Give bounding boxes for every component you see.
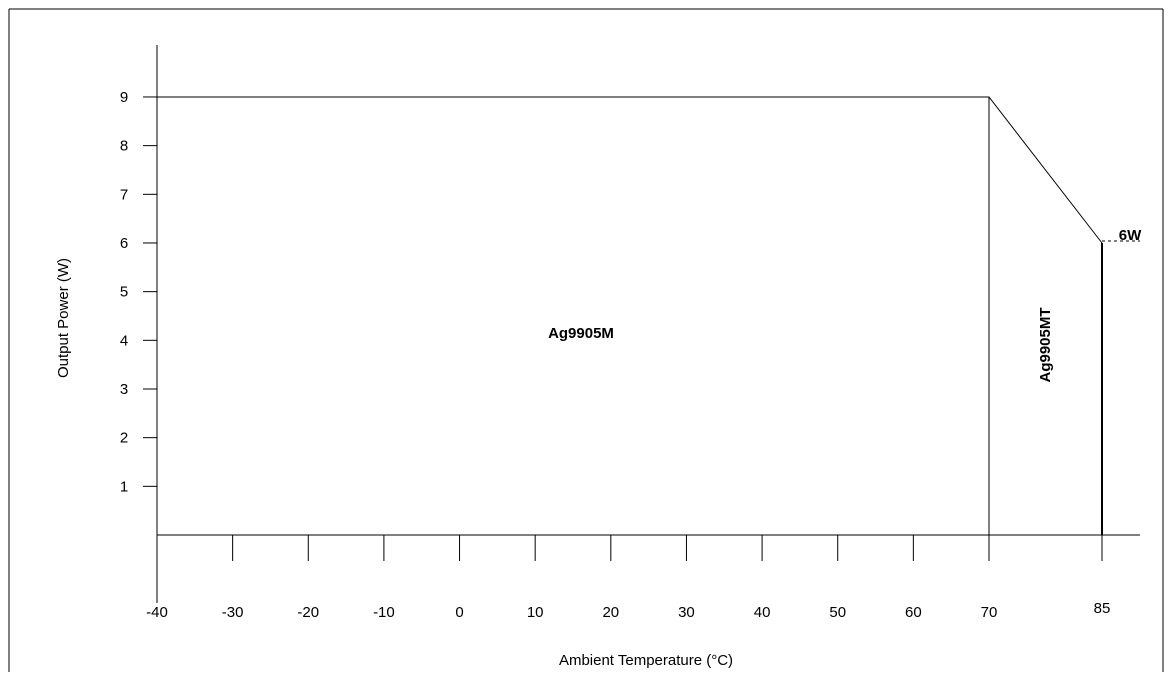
x-tick-label: -20 — [297, 604, 319, 621]
annotation-ag9905mt: Ag9905MT — [1037, 307, 1054, 382]
x-tick-label: 0 — [455, 604, 463, 621]
y-axis-title: Output Power (W) — [55, 258, 72, 378]
plot-marks — [157, 96, 1140, 535]
y-tick-label: 4 — [120, 332, 128, 349]
x-tick-label: 70 — [981, 604, 998, 621]
x-tick-label: 60 — [905, 604, 922, 621]
x-tick-label: 20 — [602, 604, 619, 621]
y-tick-label: 2 — [120, 430, 128, 447]
y-tick-label: 1 — [120, 478, 128, 495]
y-tick-label: 9 — [120, 89, 128, 106]
y-tick-label: 3 — [120, 381, 128, 398]
y-tick-label: 8 — [120, 138, 128, 155]
axes: 1 2 3 4 5 6 7 8 9 -40 -30 -20 -10 0 10 20 30 40 50 60 70 85 — [120, 45, 1140, 621]
x-tick-label: -10 — [373, 604, 395, 621]
x-tick-label: -40 — [146, 604, 168, 621]
y-tick-label: 6 — [120, 235, 128, 252]
x-tick-label: 85 — [1094, 600, 1111, 617]
y-tick-label: 7 — [120, 186, 128, 203]
annotation-ag9905m: Ag9905M — [548, 325, 614, 342]
x-tick-label: 50 — [829, 604, 846, 621]
x-tick-label: 30 — [678, 604, 695, 621]
series-line — [157, 96, 1103, 244]
x-axis-title: Ambient Temperature (°C) — [559, 652, 733, 669]
x-tick-label: -30 — [222, 604, 244, 621]
x-tick-label: 40 — [754, 604, 771, 621]
y-tick-label: 5 — [120, 284, 128, 301]
x-tick-label: 10 — [527, 604, 544, 621]
annotation-6w: 6W — [1119, 227, 1142, 244]
